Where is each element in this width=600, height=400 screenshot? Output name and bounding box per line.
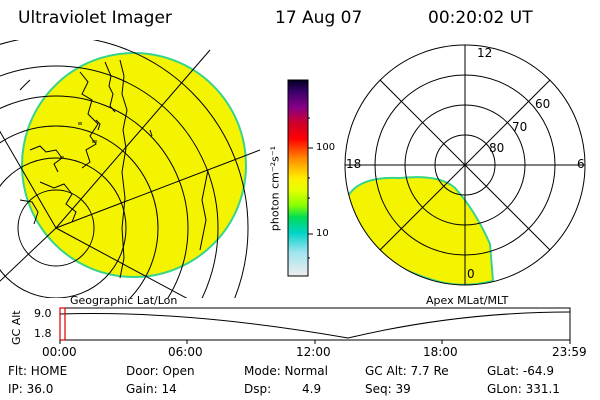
current-time-marker bbox=[59, 307, 66, 341]
altitude-curve bbox=[59, 311, 571, 339]
timeline-x-tick-2359: 23:59 bbox=[552, 345, 587, 359]
timeline-x-tick-0000: 00:00 bbox=[42, 345, 77, 359]
time-label: 00:20:02 UT bbox=[428, 8, 533, 28]
mlt-label-12: 12 bbox=[477, 46, 493, 60]
timeline-y-tick-high: 9.0 bbox=[34, 307, 52, 320]
mlt-label-18: 18 bbox=[346, 157, 362, 171]
dsp-value: 4.9 bbox=[302, 382, 322, 396]
colorbar-tick-10: 10 bbox=[316, 228, 329, 239]
mlt-label-0: 0 bbox=[467, 267, 475, 281]
mlat-label-60: 60 bbox=[535, 97, 551, 111]
door-status: Door: Open bbox=[126, 364, 195, 378]
polar-plot bbox=[344, 44, 586, 286]
geo-longitude: GLon: 331.1 bbox=[487, 382, 560, 396]
gc-altitude: GC Alt: 7.7 Re bbox=[365, 364, 449, 378]
mlt-label-6: 6 bbox=[577, 157, 585, 171]
timeline-x-tick-1800: 18:00 bbox=[423, 345, 458, 359]
geographic-caption: Geographic Lat/Lon bbox=[70, 294, 178, 307]
colorbar-unit-label: photon cm⁻²s⁻¹ bbox=[268, 145, 282, 232]
mlat-label-80: 80 bbox=[489, 141, 505, 155]
colorbar bbox=[287, 79, 313, 277]
timeline-y-label: GC Alt bbox=[10, 310, 23, 345]
ip-value: IP: 36.0 bbox=[8, 382, 54, 396]
sequence-number: Seq: 39 bbox=[365, 382, 411, 396]
mlat-label-70: 70 bbox=[512, 120, 528, 134]
apex-caption: Apex MLat/MLT bbox=[426, 294, 509, 307]
date-label: 17 Aug 07 bbox=[275, 8, 363, 28]
dsp-label: Dsp: bbox=[244, 382, 272, 396]
orbit-timeline bbox=[59, 307, 571, 344]
gain-value: Gain: 14 bbox=[126, 382, 177, 396]
flight-status: Flt: HOME bbox=[8, 364, 68, 378]
geographic-image bbox=[0, 40, 260, 298]
geo-latitude: GLat: -64.9 bbox=[487, 364, 554, 378]
mode-value: Mode: Normal bbox=[244, 364, 328, 378]
instrument-title: Ultraviolet Imager bbox=[18, 8, 172, 28]
colorbar-tick-100: 100 bbox=[316, 142, 336, 153]
timeline-x-tick-1200: 12:00 bbox=[296, 345, 331, 359]
timeline-y-tick-low: 1.8 bbox=[34, 327, 52, 340]
timeline-x-tick-0600: 06:00 bbox=[168, 345, 203, 359]
uv-emission-region bbox=[21, 52, 247, 278]
